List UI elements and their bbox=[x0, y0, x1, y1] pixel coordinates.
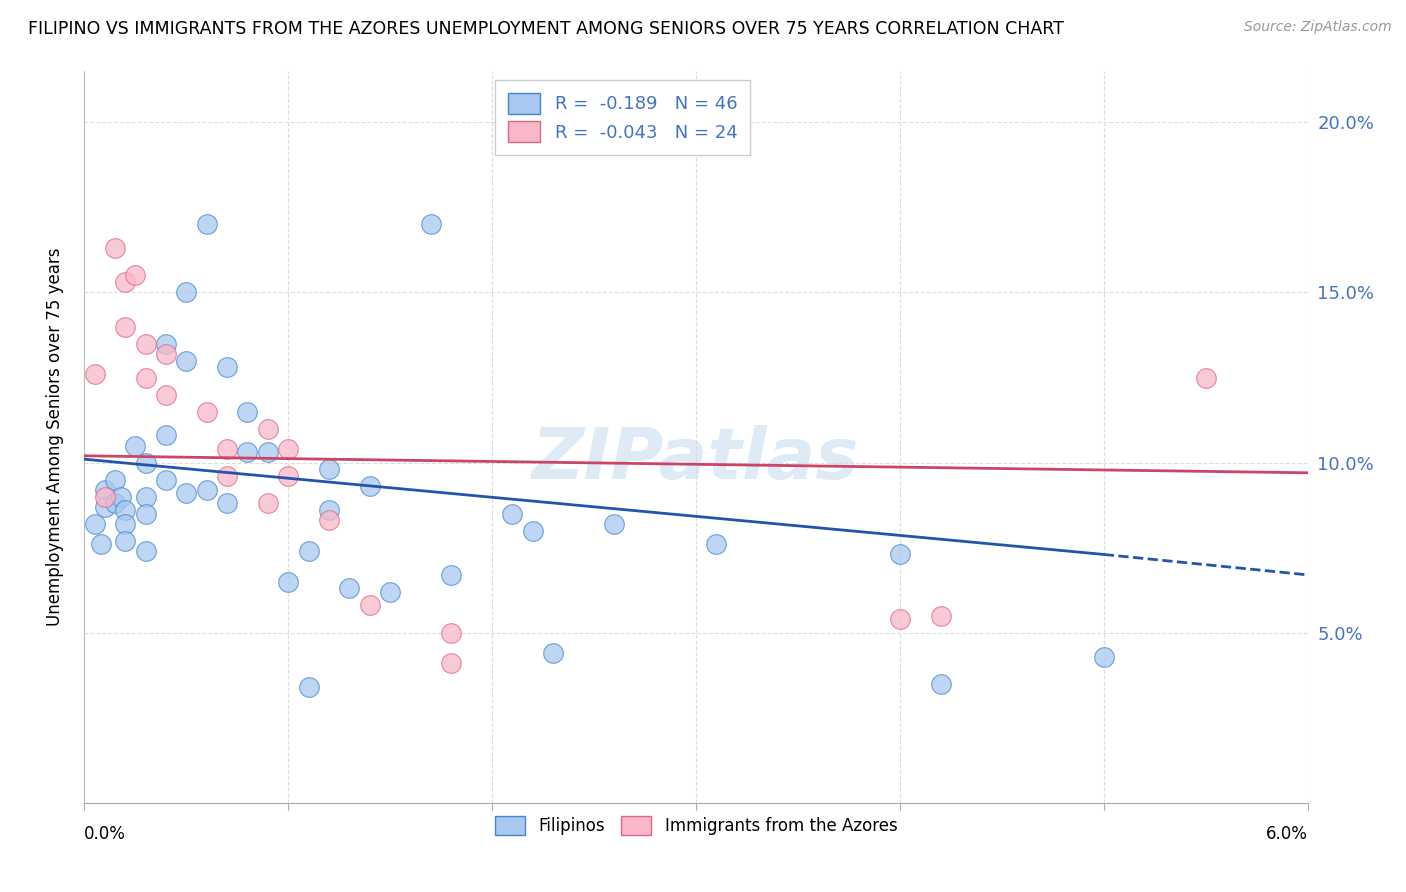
Point bbox=[1092, 649, 1115, 664]
Text: 6.0%: 6.0% bbox=[1265, 825, 1308, 843]
Point bbox=[318, 503, 340, 517]
Text: ZIPatlas: ZIPatlas bbox=[533, 425, 859, 493]
Point bbox=[217, 442, 239, 456]
Point bbox=[110, 490, 132, 504]
Point bbox=[155, 428, 177, 442]
Point bbox=[889, 548, 911, 562]
Point bbox=[195, 483, 218, 497]
Point bbox=[522, 524, 544, 538]
Point bbox=[440, 567, 463, 582]
Point bbox=[543, 646, 565, 660]
Point bbox=[359, 599, 381, 613]
Point bbox=[502, 507, 524, 521]
Point bbox=[420, 218, 443, 232]
Point bbox=[706, 537, 728, 551]
Point bbox=[83, 367, 105, 381]
Point bbox=[257, 445, 280, 459]
Point bbox=[889, 612, 911, 626]
Point bbox=[135, 544, 157, 558]
Point bbox=[929, 608, 952, 623]
Point bbox=[114, 516, 136, 531]
Point bbox=[277, 469, 299, 483]
Legend: Filipinos, Immigrants from the Azores: Filipinos, Immigrants from the Azores bbox=[488, 809, 904, 842]
Point bbox=[318, 513, 340, 527]
Point bbox=[195, 218, 218, 232]
Point bbox=[114, 503, 136, 517]
Point bbox=[124, 268, 146, 283]
Point bbox=[318, 462, 340, 476]
Point bbox=[440, 657, 463, 671]
Point bbox=[603, 516, 626, 531]
Point bbox=[93, 483, 117, 497]
Point bbox=[1195, 370, 1218, 384]
Point bbox=[155, 336, 177, 351]
Point bbox=[929, 677, 952, 691]
Point bbox=[90, 537, 112, 551]
Point bbox=[83, 516, 105, 531]
Point bbox=[104, 496, 127, 510]
Point bbox=[339, 582, 361, 596]
Point bbox=[155, 347, 177, 361]
Point bbox=[236, 445, 259, 459]
Point bbox=[257, 421, 280, 435]
Point bbox=[176, 353, 198, 368]
Point bbox=[114, 533, 136, 548]
Point bbox=[135, 507, 157, 521]
Point bbox=[155, 473, 177, 487]
Point bbox=[104, 241, 127, 255]
Point bbox=[104, 473, 127, 487]
Point bbox=[195, 404, 218, 418]
Point bbox=[277, 574, 299, 589]
Point bbox=[176, 486, 198, 500]
Point bbox=[298, 680, 321, 694]
Point bbox=[217, 469, 239, 483]
Point bbox=[135, 490, 157, 504]
Point bbox=[155, 387, 177, 401]
Point bbox=[176, 285, 198, 300]
Text: 0.0%: 0.0% bbox=[84, 825, 127, 843]
Point bbox=[124, 439, 146, 453]
Point bbox=[217, 360, 239, 375]
Point bbox=[257, 496, 280, 510]
Point bbox=[277, 442, 299, 456]
Point bbox=[217, 496, 239, 510]
Text: FILIPINO VS IMMIGRANTS FROM THE AZORES UNEMPLOYMENT AMONG SENIORS OVER 75 YEARS : FILIPINO VS IMMIGRANTS FROM THE AZORES U… bbox=[28, 20, 1064, 37]
Point bbox=[135, 336, 157, 351]
Point bbox=[114, 319, 136, 334]
Point bbox=[380, 585, 402, 599]
Point bbox=[93, 490, 117, 504]
Y-axis label: Unemployment Among Seniors over 75 years: Unemployment Among Seniors over 75 years bbox=[45, 248, 63, 626]
Point bbox=[114, 275, 136, 289]
Point bbox=[236, 404, 259, 418]
Point bbox=[440, 625, 463, 640]
Point bbox=[93, 500, 117, 514]
Point bbox=[359, 479, 381, 493]
Point bbox=[135, 456, 157, 470]
Point bbox=[135, 370, 157, 384]
Text: Source: ZipAtlas.com: Source: ZipAtlas.com bbox=[1244, 20, 1392, 34]
Point bbox=[298, 544, 321, 558]
